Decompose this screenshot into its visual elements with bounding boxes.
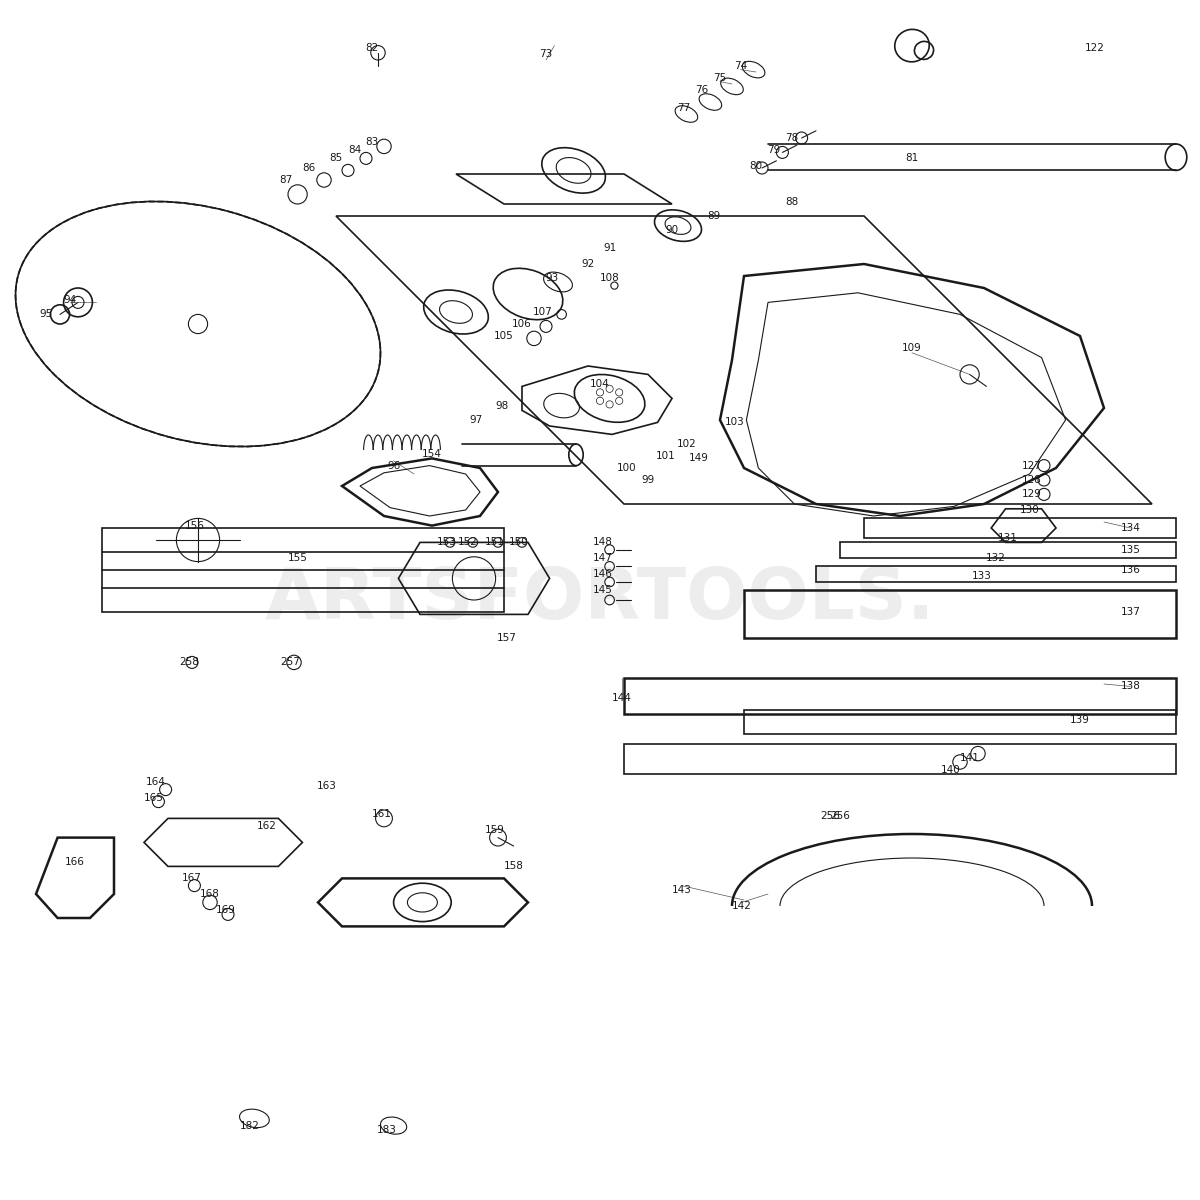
Text: 159: 159: [485, 826, 504, 835]
Text: 149: 149: [689, 454, 708, 463]
Text: 95: 95: [38, 310, 53, 319]
Text: 150: 150: [509, 538, 528, 547]
Text: 257: 257: [281, 658, 300, 667]
Text: 157: 157: [497, 634, 516, 643]
Text: 80: 80: [750, 161, 762, 170]
Text: 152: 152: [458, 538, 478, 547]
Text: 144: 144: [612, 694, 631, 703]
Text: 100: 100: [617, 463, 636, 473]
Text: 84: 84: [348, 145, 362, 155]
Text: 109: 109: [902, 343, 922, 353]
Text: 127: 127: [1022, 461, 1042, 470]
Text: 101: 101: [656, 451, 676, 461]
Text: 98: 98: [494, 401, 509, 410]
Text: 162: 162: [257, 821, 276, 830]
Text: 137: 137: [1121, 607, 1140, 617]
Text: 73: 73: [539, 49, 553, 59]
Text: 142: 142: [732, 901, 751, 911]
Text: 258: 258: [180, 658, 199, 667]
Text: 88: 88: [785, 197, 799, 206]
Text: 82: 82: [365, 43, 379, 53]
Text: 140: 140: [941, 766, 960, 775]
Text: 74: 74: [733, 61, 748, 71]
Text: 146: 146: [593, 569, 612, 578]
Text: 122: 122: [1085, 43, 1104, 53]
Text: 105: 105: [494, 331, 514, 341]
Text: 166: 166: [65, 857, 84, 866]
Text: 85: 85: [329, 154, 343, 163]
Text: 148: 148: [593, 538, 612, 547]
Text: 167: 167: [182, 874, 202, 883]
Text: 156: 156: [185, 521, 204, 530]
Text: 133: 133: [972, 571, 991, 581]
Text: 256: 256: [830, 811, 850, 821]
Text: 79: 79: [767, 145, 781, 155]
Text: 90: 90: [666, 226, 678, 235]
Text: 158: 158: [504, 862, 523, 871]
Text: 128: 128: [1022, 475, 1042, 485]
Text: 145: 145: [593, 586, 612, 595]
Text: 141: 141: [960, 754, 979, 763]
Text: 97: 97: [469, 415, 484, 425]
Text: 134: 134: [1121, 523, 1140, 533]
Text: 75: 75: [713, 73, 727, 83]
Text: 164: 164: [146, 778, 166, 787]
Text: 81: 81: [905, 154, 919, 163]
Text: 163: 163: [317, 781, 336, 791]
Text: 139: 139: [1070, 715, 1090, 725]
Text: 136: 136: [1121, 565, 1140, 575]
Text: 168: 168: [200, 889, 220, 899]
Text: 76: 76: [695, 85, 709, 95]
Text: 130: 130: [1020, 505, 1039, 515]
Text: 106: 106: [512, 319, 532, 329]
Text: 131: 131: [998, 533, 1018, 542]
Text: 169: 169: [216, 905, 235, 914]
Text: 256: 256: [821, 811, 840, 821]
Text: 135: 135: [1121, 545, 1140, 554]
Text: 138: 138: [1121, 682, 1140, 691]
Text: 103: 103: [725, 418, 744, 427]
Text: 183: 183: [377, 1126, 396, 1135]
Text: 107: 107: [533, 307, 552, 317]
Text: 77: 77: [677, 103, 691, 113]
Text: 129: 129: [1022, 490, 1042, 499]
Text: 86: 86: [301, 163, 316, 173]
Text: 182: 182: [240, 1121, 259, 1130]
Text: 94: 94: [62, 295, 77, 305]
Text: 96: 96: [386, 461, 401, 470]
Text: ARTSFORTOOLS.: ARTSFORTOOLS.: [265, 565, 935, 635]
Text: 108: 108: [600, 274, 619, 283]
Text: 93: 93: [545, 274, 559, 283]
Text: 92: 92: [581, 259, 595, 269]
Text: 132: 132: [986, 553, 1006, 563]
Text: 91: 91: [602, 244, 617, 253]
Text: 83: 83: [365, 137, 379, 146]
Text: 147: 147: [593, 553, 612, 563]
Text: 102: 102: [677, 439, 696, 449]
Text: 153: 153: [437, 538, 456, 547]
Text: 151: 151: [485, 538, 504, 547]
Text: 143: 143: [672, 886, 691, 895]
Text: 161: 161: [372, 809, 391, 818]
Text: 104: 104: [590, 379, 610, 389]
Text: 78: 78: [785, 133, 799, 143]
Text: 165: 165: [144, 793, 163, 803]
Text: 89: 89: [707, 211, 721, 221]
Text: 99: 99: [641, 475, 655, 485]
Text: 154: 154: [422, 449, 442, 458]
Text: 155: 155: [288, 553, 307, 563]
Text: 87: 87: [278, 175, 293, 185]
